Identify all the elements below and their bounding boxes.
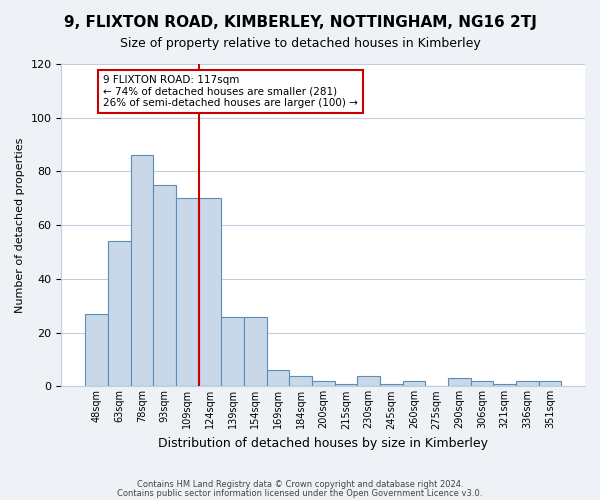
Bar <box>539 381 561 386</box>
Bar <box>108 242 131 386</box>
Text: Contains HM Land Registry data © Crown copyright and database right 2024.: Contains HM Land Registry data © Crown c… <box>137 480 463 489</box>
Bar <box>199 198 221 386</box>
Bar <box>131 156 153 386</box>
Text: Contains public sector information licensed under the Open Government Licence v3: Contains public sector information licen… <box>118 488 482 498</box>
Bar <box>448 378 470 386</box>
Bar <box>153 185 176 386</box>
X-axis label: Distribution of detached houses by size in Kimberley: Distribution of detached houses by size … <box>158 437 488 450</box>
Bar <box>470 381 493 386</box>
Bar <box>516 381 539 386</box>
Bar <box>380 384 403 386</box>
Bar <box>312 381 335 386</box>
Bar <box>403 381 425 386</box>
Bar <box>289 376 312 386</box>
Bar <box>85 314 108 386</box>
Text: 9 FLIXTON ROAD: 117sqm
← 74% of detached houses are smaller (281)
26% of semi-de: 9 FLIXTON ROAD: 117sqm ← 74% of detached… <box>103 74 358 108</box>
Bar <box>266 370 289 386</box>
Bar <box>493 384 516 386</box>
Text: 9, FLIXTON ROAD, KIMBERLEY, NOTTINGHAM, NG16 2TJ: 9, FLIXTON ROAD, KIMBERLEY, NOTTINGHAM, … <box>64 15 536 30</box>
Bar <box>176 198 199 386</box>
Bar <box>221 316 244 386</box>
Bar <box>357 376 380 386</box>
Bar <box>335 384 357 386</box>
Text: Size of property relative to detached houses in Kimberley: Size of property relative to detached ho… <box>119 38 481 51</box>
Y-axis label: Number of detached properties: Number of detached properties <box>15 138 25 313</box>
Bar <box>244 316 266 386</box>
